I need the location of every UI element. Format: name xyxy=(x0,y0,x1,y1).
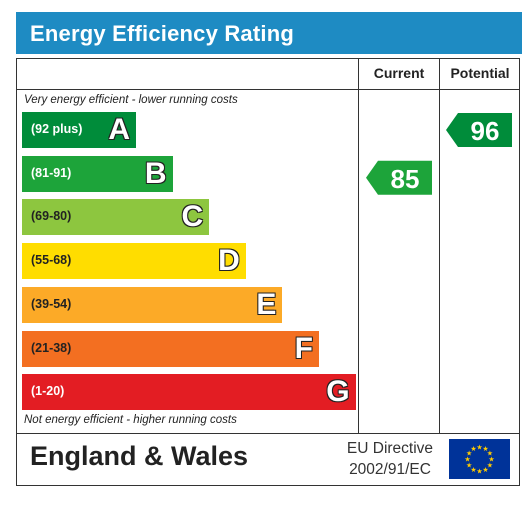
flag-star-icon: ★ xyxy=(487,462,493,470)
band-d: (55-68) D xyxy=(22,243,246,280)
flag-star-icon: ★ xyxy=(488,456,494,464)
band-f: (21-38) F xyxy=(22,330,319,367)
band-letter: A xyxy=(108,113,130,146)
potential-header: Potential xyxy=(450,65,510,81)
eu-flag-icon: ★ ★ ★ ★ ★ ★ ★ ★ ★ ★ ★ ★ xyxy=(449,439,510,479)
flag-star-icon: ★ xyxy=(487,450,493,458)
band-c: (69-80) C xyxy=(22,199,210,236)
chart-title: Energy Efficiency Rating xyxy=(30,21,294,46)
flag-star-icon: ★ xyxy=(464,456,470,464)
band-b: (81-91) B xyxy=(22,155,173,192)
band-letter: C xyxy=(181,200,204,234)
band-letter: F xyxy=(294,331,313,365)
band-letter: G xyxy=(326,375,350,409)
rating-frame xyxy=(16,58,520,486)
flag-star-icon: ★ xyxy=(476,468,482,476)
flag-star-icon: ★ xyxy=(482,445,488,453)
current-rating-value: 85 xyxy=(390,163,420,194)
top-note: Very energy efficient - lower running co… xyxy=(24,94,238,106)
band-range-label: (55-68) xyxy=(31,253,72,268)
header-divider xyxy=(16,89,520,90)
band-range-label: (1-20) xyxy=(31,384,65,399)
footer-divider xyxy=(16,433,520,434)
current-column-divider xyxy=(358,58,359,433)
flag-star-icon: ★ xyxy=(470,445,476,453)
region-label: England & Wales xyxy=(30,441,249,471)
band-e: (39-54) E xyxy=(22,286,283,323)
flag-star-icon: ★ xyxy=(476,444,482,452)
flag-star-icon: ★ xyxy=(482,466,488,474)
band-letter: D xyxy=(218,244,240,278)
band-range-label: (69-80) xyxy=(31,209,72,224)
bottom-note: Not energy efficient - higher running co… xyxy=(24,414,237,426)
directive-line-1: EU Directive xyxy=(346,440,434,457)
band-letter: B xyxy=(144,156,167,190)
band-g: (1-20) G xyxy=(22,374,356,411)
potential-rating-value: 96 xyxy=(470,116,500,146)
title-bar: Energy Efficiency Rating xyxy=(16,12,522,54)
band-letter: E xyxy=(256,287,277,321)
flag-star-icon: ★ xyxy=(470,466,476,474)
potential-column-divider xyxy=(439,58,440,433)
directive-line-2: 2002/91/EC xyxy=(349,461,431,478)
flag-star-icon: ★ xyxy=(466,462,472,470)
band-range-label: (39-54) xyxy=(31,296,72,311)
current-header: Current xyxy=(373,65,425,81)
band-range-label: (92 plus) xyxy=(31,122,83,136)
band-range-label: (81-91) xyxy=(31,165,72,180)
flag-star-icon: ★ xyxy=(466,450,472,458)
band-range-label: (21-38) xyxy=(31,340,72,355)
band-a: (92 plus) A xyxy=(22,112,136,148)
